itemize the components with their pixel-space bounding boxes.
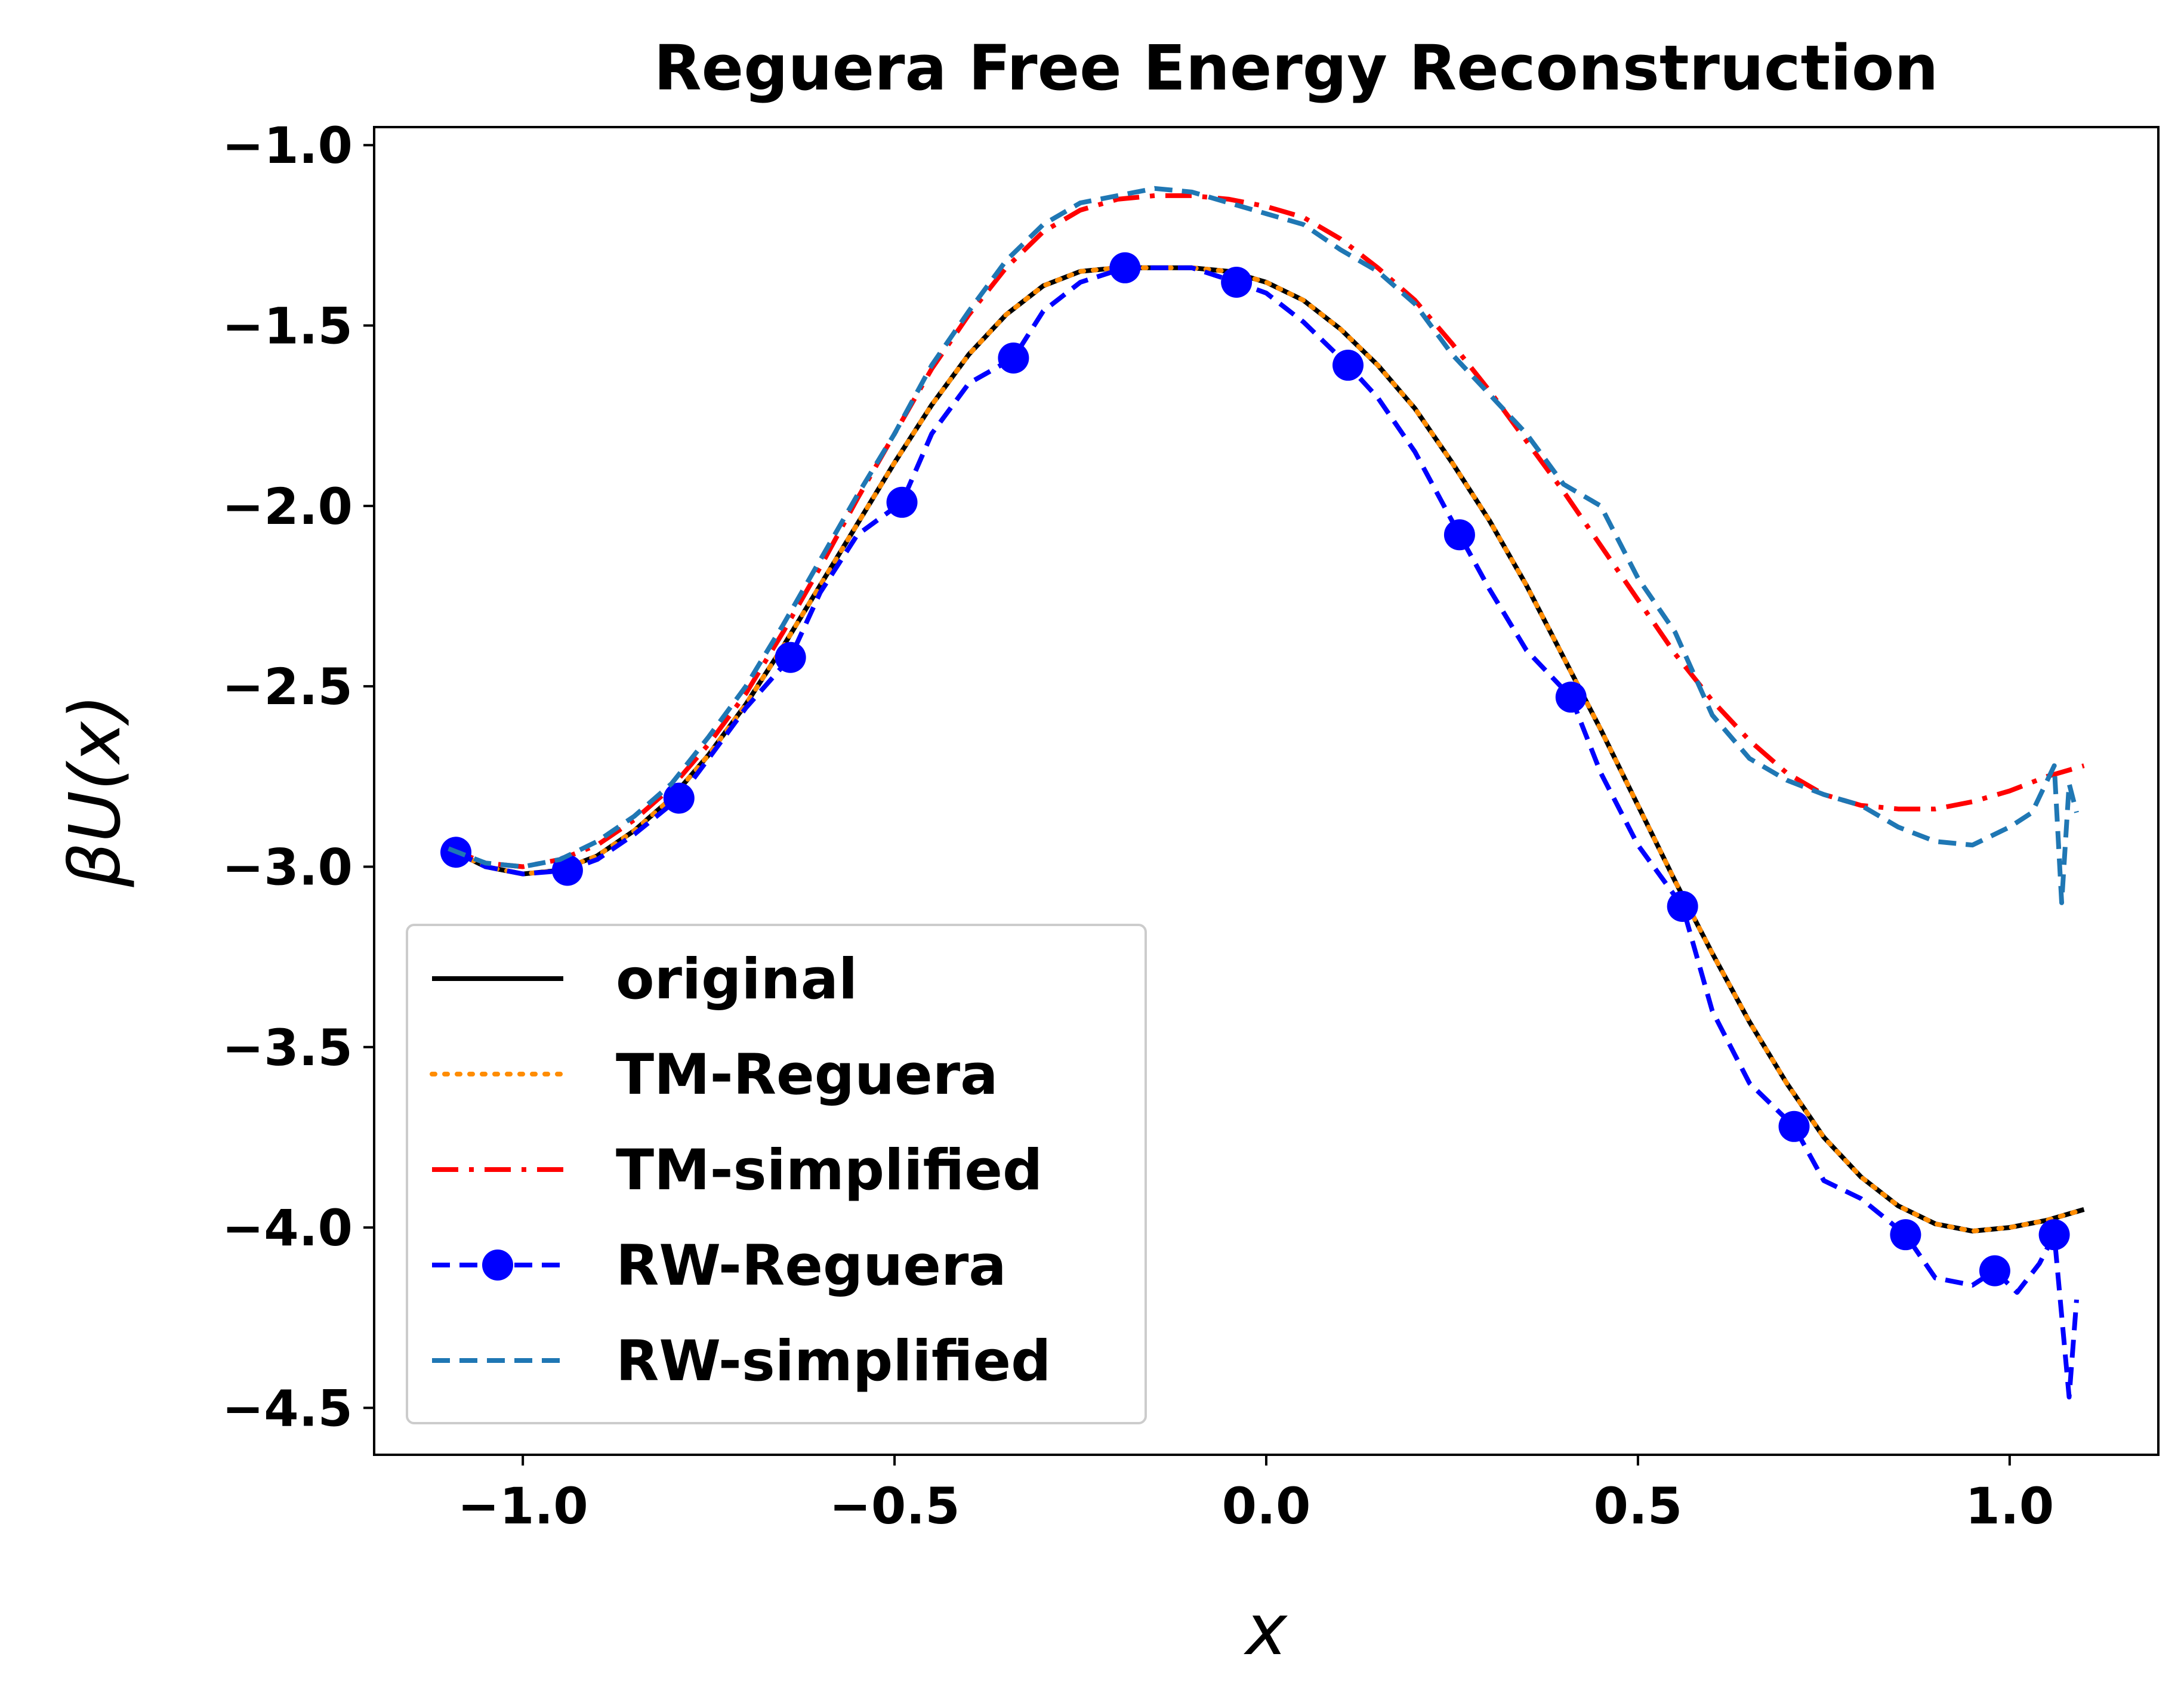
series-marker bbox=[1890, 1219, 1921, 1251]
series-marker bbox=[2038, 1219, 2070, 1251]
series-marker bbox=[775, 641, 806, 673]
series-marker bbox=[1109, 252, 1141, 283]
x-tick-label: 0.5 bbox=[1594, 1477, 1683, 1535]
series-marker bbox=[1555, 681, 1587, 713]
x-tick-label: −0.5 bbox=[829, 1477, 960, 1535]
series-marker bbox=[998, 342, 1029, 374]
series-line-tm-reguera bbox=[446, 265, 2087, 1234]
plot-area bbox=[373, 126, 2160, 1456]
legend-box bbox=[406, 924, 1147, 1424]
y-tick-label: −2.5 bbox=[222, 658, 353, 716]
x-tick-label: −1.0 bbox=[458, 1477, 588, 1535]
series-marker bbox=[1332, 350, 1364, 381]
y-axis: −1.0 −1.5 −2.0 −2.5 −3.0 −3.5 −4.0 −4.5 bbox=[222, 116, 374, 1437]
series-layer bbox=[440, 186, 2087, 1400]
y-axis-label: βU(x) bbox=[54, 694, 136, 888]
x-tick-label: 1.0 bbox=[1965, 1477, 2054, 1535]
legend-marker bbox=[482, 1250, 513, 1281]
legend-label: RW-simplified bbox=[616, 1329, 1051, 1394]
legend-label: RW-Reguera bbox=[616, 1233, 1007, 1298]
series-marker bbox=[1443, 519, 1475, 551]
x-axis-label: x bbox=[1243, 1588, 1288, 1671]
y-tick-label: −1.5 bbox=[222, 297, 353, 356]
legend: original TM-Reguera TM-simplified RW-Reguer… bbox=[406, 924, 1147, 1424]
legend-label: TM-simplified bbox=[616, 1138, 1042, 1203]
y-tick-label: −3.0 bbox=[222, 838, 353, 896]
y-tick-label: −3.5 bbox=[222, 1019, 353, 1077]
y-tick-label: −4.5 bbox=[222, 1379, 353, 1437]
y-tick-label: −2.0 bbox=[222, 477, 353, 536]
series-marker bbox=[1221, 266, 1253, 298]
x-tick-label: 0.0 bbox=[1222, 1477, 1311, 1535]
chart-title: Reguera Free Energy Reconstruction bbox=[654, 32, 1939, 104]
series-line-tm-simplified bbox=[448, 193, 2085, 869]
y-tick-label: −1.0 bbox=[222, 116, 353, 175]
x-axis: −1.0 −0.5 0.0 0.5 1.0 bbox=[458, 1455, 2054, 1535]
series-marker bbox=[1979, 1255, 2010, 1287]
legend-label: TM-Reguera bbox=[616, 1042, 998, 1107]
series-marker bbox=[1667, 890, 1698, 922]
series-marker bbox=[1778, 1110, 1810, 1142]
series-marker bbox=[551, 854, 583, 886]
series-line-rw-simplified bbox=[448, 186, 2079, 905]
legend-label: original bbox=[616, 947, 857, 1012]
series-marker bbox=[886, 486, 918, 518]
series-marker bbox=[663, 782, 695, 814]
y-tick-label: −4.0 bbox=[222, 1199, 353, 1257]
